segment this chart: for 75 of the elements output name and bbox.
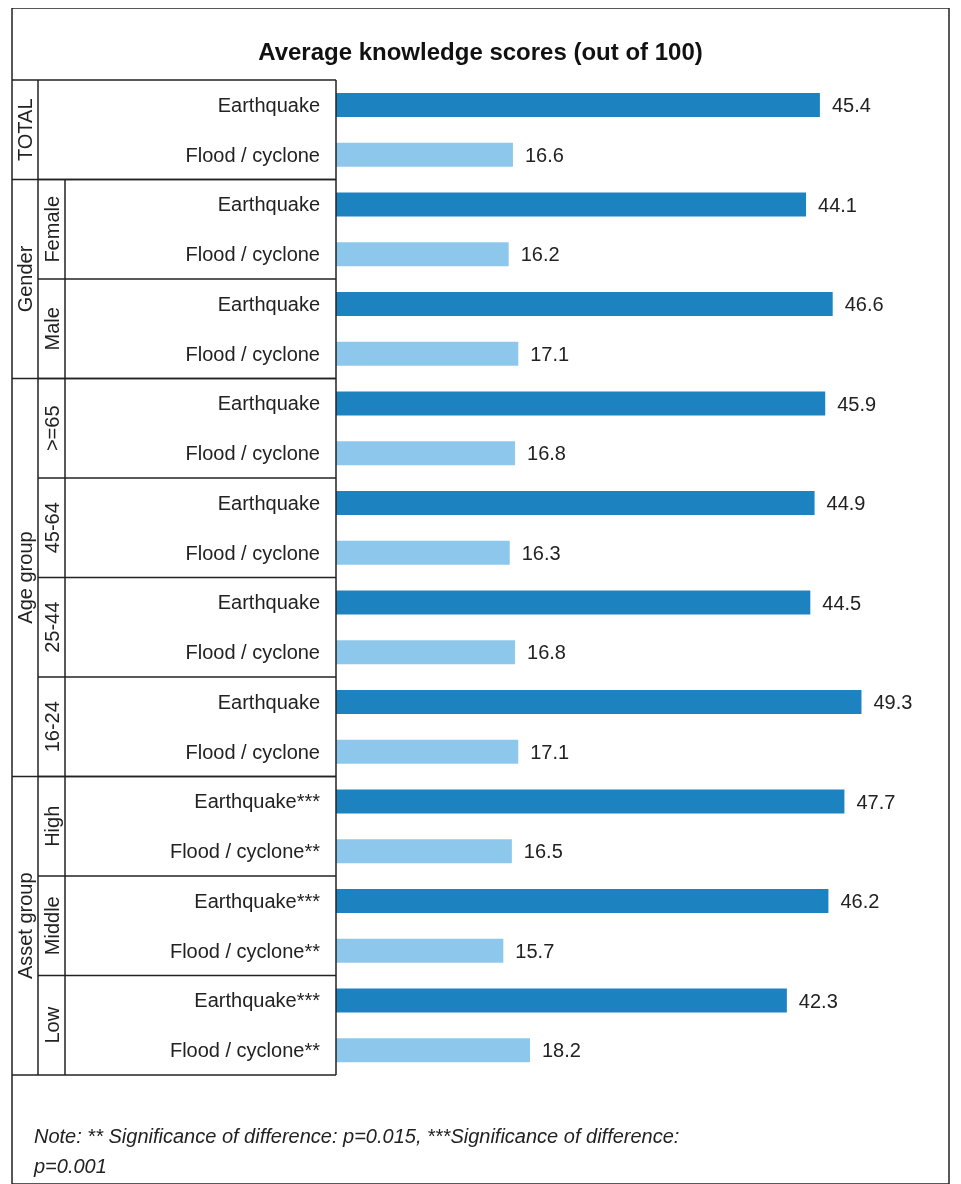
data-label: 17.1 <box>530 342 570 365</box>
y-tick-label: Flood / cyclone** <box>169 840 321 863</box>
data-label: 46.6 <box>844 293 884 316</box>
bar <box>336 889 829 913</box>
bar <box>336 988 787 1013</box>
bar <box>336 1038 530 1063</box>
y-tick-label: Earthquake <box>217 193 320 216</box>
data-label: 16.8 <box>527 442 566 465</box>
text: 25-44 <box>41 601 63 653</box>
text: Gender <box>14 245 36 313</box>
data-label: 17.1 <box>530 740 570 763</box>
text: 45-64 <box>41 502 63 554</box>
y-tick-label: Flood / cyclone <box>185 740 320 763</box>
text: Age group <box>14 531 36 624</box>
y-tick-label: Flood / cyclone <box>185 342 320 365</box>
bar <box>336 789 845 814</box>
bar <box>336 142 513 167</box>
data-label: 15.7 <box>515 939 555 962</box>
y-tick-label: Earthquake*** <box>194 889 321 912</box>
data-label: 46.2 <box>840 890 880 913</box>
bar <box>336 938 504 963</box>
bar <box>336 590 811 615</box>
bar <box>336 242 509 267</box>
bar <box>336 690 862 714</box>
text: Low <box>41 1006 63 1044</box>
text: Male <box>41 307 63 351</box>
data-label: 16.8 <box>527 641 566 664</box>
data-label: 44.9 <box>826 492 866 515</box>
text: TOTAL <box>14 98 36 162</box>
bar <box>336 441 516 466</box>
bar <box>336 739 519 764</box>
text: Note: ** Significance of difference: p=0.015, ***Significance of difference: p=0.001 <box>34 1124 681 1179</box>
bar <box>336 391 826 416</box>
bar <box>336 540 510 565</box>
bar <box>336 192 807 217</box>
y-tick-label: Earthquake*** <box>194 989 321 1012</box>
y-tick-label: Earthquake <box>217 690 320 713</box>
y-tick-label: Flood / cyclone <box>185 641 320 664</box>
data-label: 16.5 <box>523 840 563 863</box>
text: Female <box>41 195 63 263</box>
text: 16-24 <box>41 701 63 753</box>
data-label: 44.5 <box>822 591 862 614</box>
text: Middle <box>41 896 63 956</box>
bar <box>336 491 815 515</box>
data-label: 16.3 <box>521 541 561 564</box>
y-tick-label: Earthquake <box>217 292 320 315</box>
data-label: 47.7 <box>856 790 896 813</box>
data-label: 16.2 <box>520 243 560 266</box>
data-label: 45.9 <box>837 392 877 415</box>
chart-title: Average knowledge scores (out of 100) <box>257 38 704 66</box>
text: >=65 <box>41 405 63 452</box>
data-label: 42.3 <box>798 989 838 1012</box>
y-tick-label: Flood / cyclone <box>185 442 320 465</box>
bar <box>336 292 833 316</box>
text: High <box>41 805 63 847</box>
data-label: 44.1 <box>818 193 857 216</box>
y-tick-label: Earthquake <box>217 591 320 614</box>
text: Asset group <box>14 872 36 980</box>
y-tick-label: Earthquake*** <box>194 790 321 813</box>
y-tick-label: Earthquake <box>217 491 320 514</box>
data-label: 18.2 <box>541 1039 581 1062</box>
bar <box>336 839 512 864</box>
data-label: 49.3 <box>873 691 913 714</box>
data-label: 45.4 <box>831 94 871 117</box>
bar <box>336 93 820 117</box>
bar <box>336 341 519 366</box>
data-label: 16.6 <box>524 143 564 166</box>
y-tick-label: Flood / cyclone <box>185 243 320 266</box>
y-tick-label: Flood / cyclone** <box>169 939 321 962</box>
y-tick-label: Earthquake <box>217 93 320 116</box>
y-tick-label: Flood / cyclone <box>185 541 320 564</box>
y-tick-label: Flood / cyclone** <box>169 1039 321 1062</box>
y-tick-label: Flood / cyclone <box>185 143 320 166</box>
bar <box>336 640 516 665</box>
y-tick-label: Earthquake <box>217 392 320 415</box>
